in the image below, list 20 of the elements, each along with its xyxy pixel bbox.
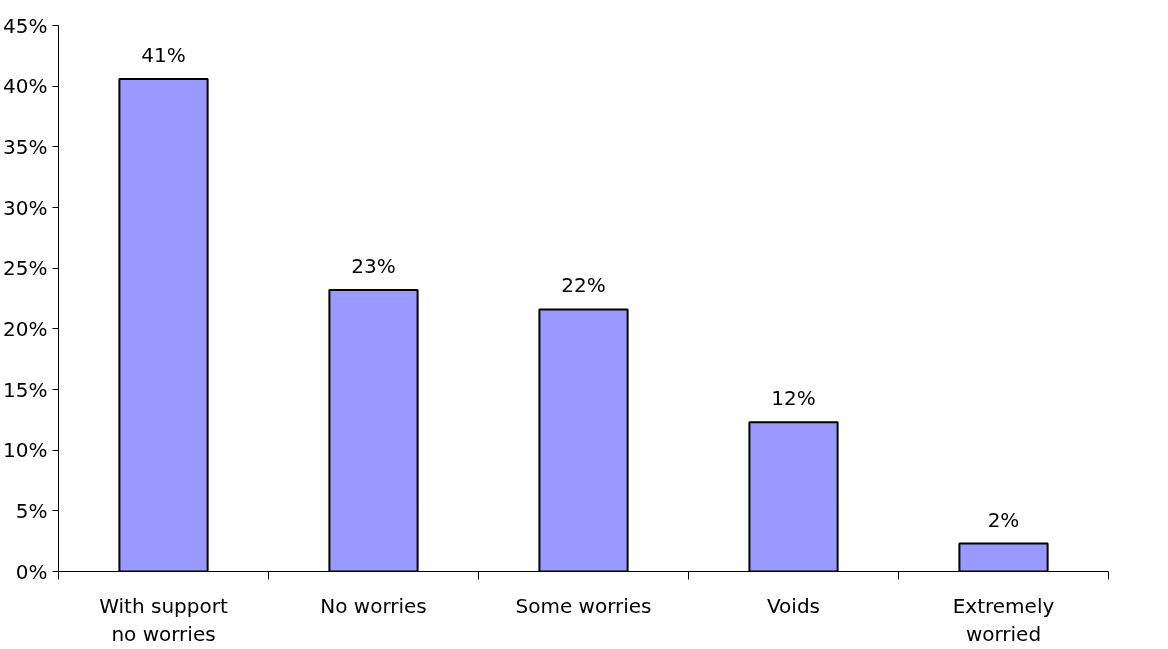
y-tick-label: 5% bbox=[15, 498, 48, 523]
data-label: 12% bbox=[771, 386, 816, 411]
y-tick-label: 35% bbox=[3, 134, 48, 159]
y-tick-label: 10% bbox=[3, 438, 48, 463]
x-tick-label: Some worries bbox=[515, 593, 652, 618]
y-tick-label: 30% bbox=[3, 195, 48, 220]
y-tick-label: 45% bbox=[3, 13, 48, 38]
y-tick-label: 15% bbox=[3, 377, 48, 402]
data-label: 22% bbox=[561, 273, 606, 298]
x-tick-label: With support no worries bbox=[99, 593, 228, 647]
x-tick-label: Extremely worried bbox=[952, 593, 1055, 647]
y-tick-label: 0% bbox=[15, 559, 48, 584]
data-label: 23% bbox=[351, 254, 396, 279]
y-tick-label: 25% bbox=[3, 256, 48, 281]
x-tick-label: No worries bbox=[320, 593, 427, 618]
data-label: 2% bbox=[987, 507, 1020, 532]
y-tick-label: 40% bbox=[3, 74, 48, 99]
y-tick-label: 20% bbox=[3, 316, 48, 341]
data-label: 41% bbox=[141, 42, 186, 67]
x-tick-label: Voids bbox=[766, 593, 821, 618]
